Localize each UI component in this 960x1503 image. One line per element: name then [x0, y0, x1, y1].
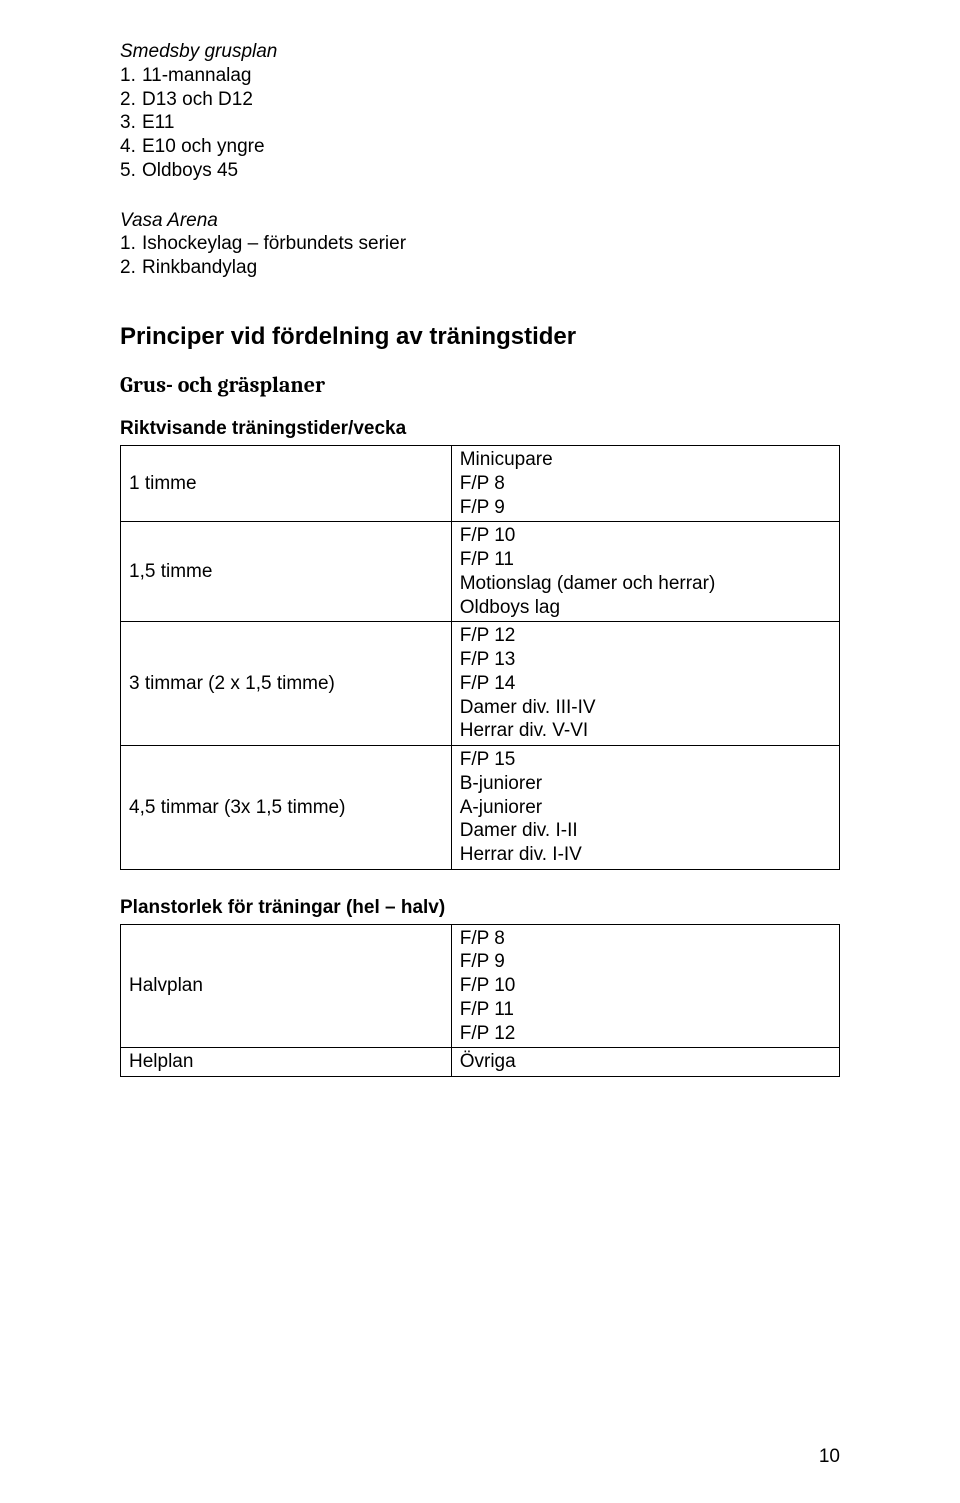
table-row: 3 timmar (2 x 1,5 timme) F/P 12 F/P 13 F…: [121, 622, 840, 746]
cell-right: Minicupare F/P 8 F/P 9: [451, 446, 839, 522]
list-vasa: 1.Ishockeylag – förbundets serier 2.Rink…: [120, 232, 840, 280]
cell-left: 3 timmar (2 x 1,5 timme): [121, 622, 452, 746]
subsection-heading: Grus- och gräsplaner: [120, 372, 840, 400]
table-row: 1 timme Minicupare F/P 8 F/P 9: [121, 446, 840, 522]
cell-right: F/P 10 F/P 11 Motionslag (damer och herr…: [451, 522, 839, 622]
page-number: 10: [819, 1445, 840, 1469]
cell-left: 1 timme: [121, 446, 452, 522]
pitch-size-table: Halvplan F/P 8 F/P 9 F/P 10 F/P 11 F/P 1…: [120, 924, 840, 1078]
table-row: 1,5 timme F/P 10 F/P 11 Motionslag (dame…: [121, 522, 840, 622]
section-vasa: Vasa Arena 1.Ishockeylag – förbundets se…: [120, 209, 840, 280]
table-row: 4,5 timmar (3x 1,5 timme) F/P 15 B-junio…: [121, 746, 840, 870]
cell-left: Halvplan: [121, 924, 452, 1048]
cell-right: F/P 12 F/P 13 F/P 14 Damer div. III-IV H…: [451, 622, 839, 746]
section-heading: Smedsby grusplan: [120, 40, 840, 64]
section-heading: Vasa Arena: [120, 209, 840, 233]
training-times-table: 1 timme Minicupare F/P 8 F/P 9 1,5 timme…: [120, 445, 840, 870]
cell-right: F/P 15 B-juniorer A-juniorer Damer div. …: [451, 746, 839, 870]
list-smedsby: 1.11-mannalag 2.D13 och D12 3.E11 4.E10 …: [120, 64, 840, 183]
table2-title: Planstorlek för träningar (hel – halv): [120, 896, 840, 920]
cell-right: Övriga: [451, 1048, 839, 1077]
cell-left: 1,5 timme: [121, 522, 452, 622]
principles-heading: Principer vid fördelning av träningstide…: [120, 322, 840, 352]
section-smedsby: Smedsby grusplan 1.11-mannalag 2.D13 och…: [120, 40, 840, 183]
cell-left: 4,5 timmar (3x 1,5 timme): [121, 746, 452, 870]
table-row: Helplan Övriga: [121, 1048, 840, 1077]
cell-right: F/P 8 F/P 9 F/P 10 F/P 11 F/P 12: [451, 924, 839, 1048]
cell-left: Helplan: [121, 1048, 452, 1077]
table1-title: Riktvisande träningstider/vecka: [120, 417, 840, 441]
table-row: Halvplan F/P 8 F/P 9 F/P 10 F/P 11 F/P 1…: [121, 924, 840, 1048]
